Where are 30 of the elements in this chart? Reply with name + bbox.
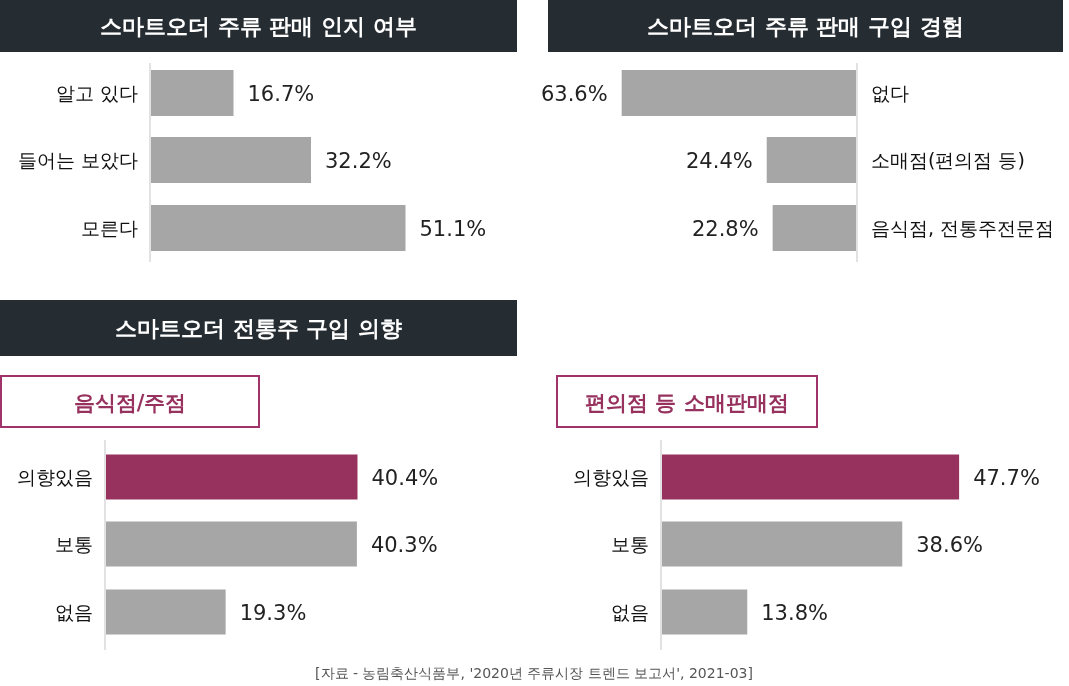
data-label: 40.4% bbox=[371, 466, 439, 490]
data-label: 47.7% bbox=[973, 466, 1040, 490]
y-tick-label: 없음 bbox=[55, 601, 93, 623]
data-label: 19.3% bbox=[239, 601, 307, 625]
data-label: 32.2% bbox=[325, 149, 392, 173]
y-tick-label: 모른다 bbox=[81, 217, 138, 239]
chart-subtitle: 음식점/주점 bbox=[73, 390, 187, 415]
y-tick-label: 보통 bbox=[611, 533, 649, 555]
y-tick-label: 의향있음 bbox=[573, 466, 649, 488]
y-tick-label: 없다 bbox=[871, 82, 909, 104]
chart-title: 스마트오더 전통주 구입 의향 bbox=[115, 316, 402, 341]
chart-title: 스마트오더 주류 판매 구입 경험 bbox=[647, 14, 964, 39]
y-tick-label: 소매점(편의점 등) bbox=[871, 149, 1025, 171]
y-tick-label: 들어는 보았다 bbox=[17, 149, 138, 171]
y-tick-label: 없음 bbox=[611, 601, 649, 623]
text: [자료 - 농림축산식품부, '2020년 주류시장 트렌드 보고서', 2021-03] bbox=[315, 665, 753, 681]
chart-title: 스마트오더 주류 판매 인지 여부 bbox=[100, 14, 417, 39]
data-label: 51.1% bbox=[419, 217, 487, 241]
data-label: 16.7% bbox=[247, 82, 315, 106]
y-tick-label: 의향있음 bbox=[17, 466, 93, 488]
data-label: 63.6% bbox=[540, 82, 608, 106]
chart-subtitle: 편의점 등 소매판매점 bbox=[585, 390, 789, 415]
y-tick-label: 보통 bbox=[55, 533, 93, 555]
data-label: 38.6% bbox=[916, 533, 983, 557]
data-label: 24.4% bbox=[686, 149, 753, 173]
y-tick-label: 알고 있다 bbox=[55, 82, 138, 104]
y-tick-label: 음식점, 전통주전문점 bbox=[871, 217, 1055, 239]
data-label: 22.8% bbox=[691, 217, 759, 241]
data-label: 13.8% bbox=[761, 601, 828, 625]
data-label: 40.3% bbox=[370, 533, 438, 557]
